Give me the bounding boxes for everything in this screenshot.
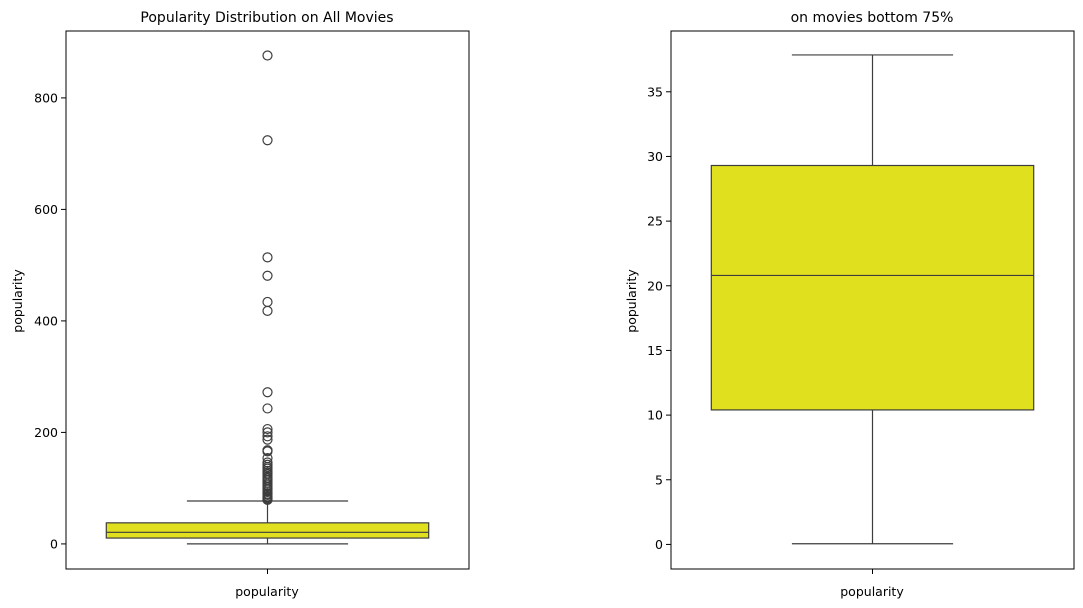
y-tick-label: 0: [655, 537, 663, 552]
outlier-point: [262, 434, 273, 445]
y-tick-label: 10: [647, 408, 663, 423]
y-tick-label: 20: [647, 278, 663, 293]
plot-area: 0 200 400 600 800: [34, 50, 430, 574]
y-tick-label: 600: [34, 202, 58, 217]
y-axis-label: popularity: [10, 269, 25, 333]
y-tick-label: 200: [34, 425, 58, 440]
outlier-point: [262, 296, 273, 308]
outlier-point: [262, 50, 273, 61]
plot-frame: [670, 30, 1075, 570]
outlier-point: [262, 135, 273, 146]
chart-title: Popularity Distribution on All Movies: [140, 10, 393, 26]
y-tick-label: 30: [647, 149, 663, 164]
y-tick-label: 800: [34, 90, 58, 105]
y-tick-label: 25: [647, 214, 663, 229]
y-tick-label: 5: [655, 472, 663, 487]
y-axis-label: popularity: [624, 269, 639, 333]
y-tick-label: 0: [50, 536, 58, 551]
outlier-point: [262, 446, 273, 457]
chart-all-movies: Popularity Distribution on All Movies po…: [10, 10, 470, 599]
outlier-point: [262, 252, 273, 263]
x-tick-label: popularity: [840, 584, 904, 599]
outlier-point: [262, 494, 273, 505]
outlier-point: [262, 403, 273, 414]
y-tick-label: 400: [34, 313, 58, 328]
y-tick-label: 35: [647, 84, 663, 99]
outlier-point: [262, 431, 273, 442]
outlier-point: [262, 423, 273, 435]
chart-title: on movies bottom 75%: [791, 10, 954, 26]
outlier-point: [262, 387, 273, 398]
iqr-box: [105, 522, 430, 539]
outlier-point: [262, 305, 273, 316]
x-tick-label: popularity: [235, 584, 299, 599]
y-tick-label: 15: [647, 343, 663, 358]
iqr-box: [710, 164, 1035, 411]
plot-frame: [65, 30, 470, 570]
chart-bottom-75: on movies bottom 75% popularity populari…: [624, 10, 1075, 599]
outlier-point: [262, 427, 273, 438]
plot-area: 0 5 10 15 20 25 30 35: [647, 54, 1035, 574]
outlier-point: [262, 270, 273, 281]
